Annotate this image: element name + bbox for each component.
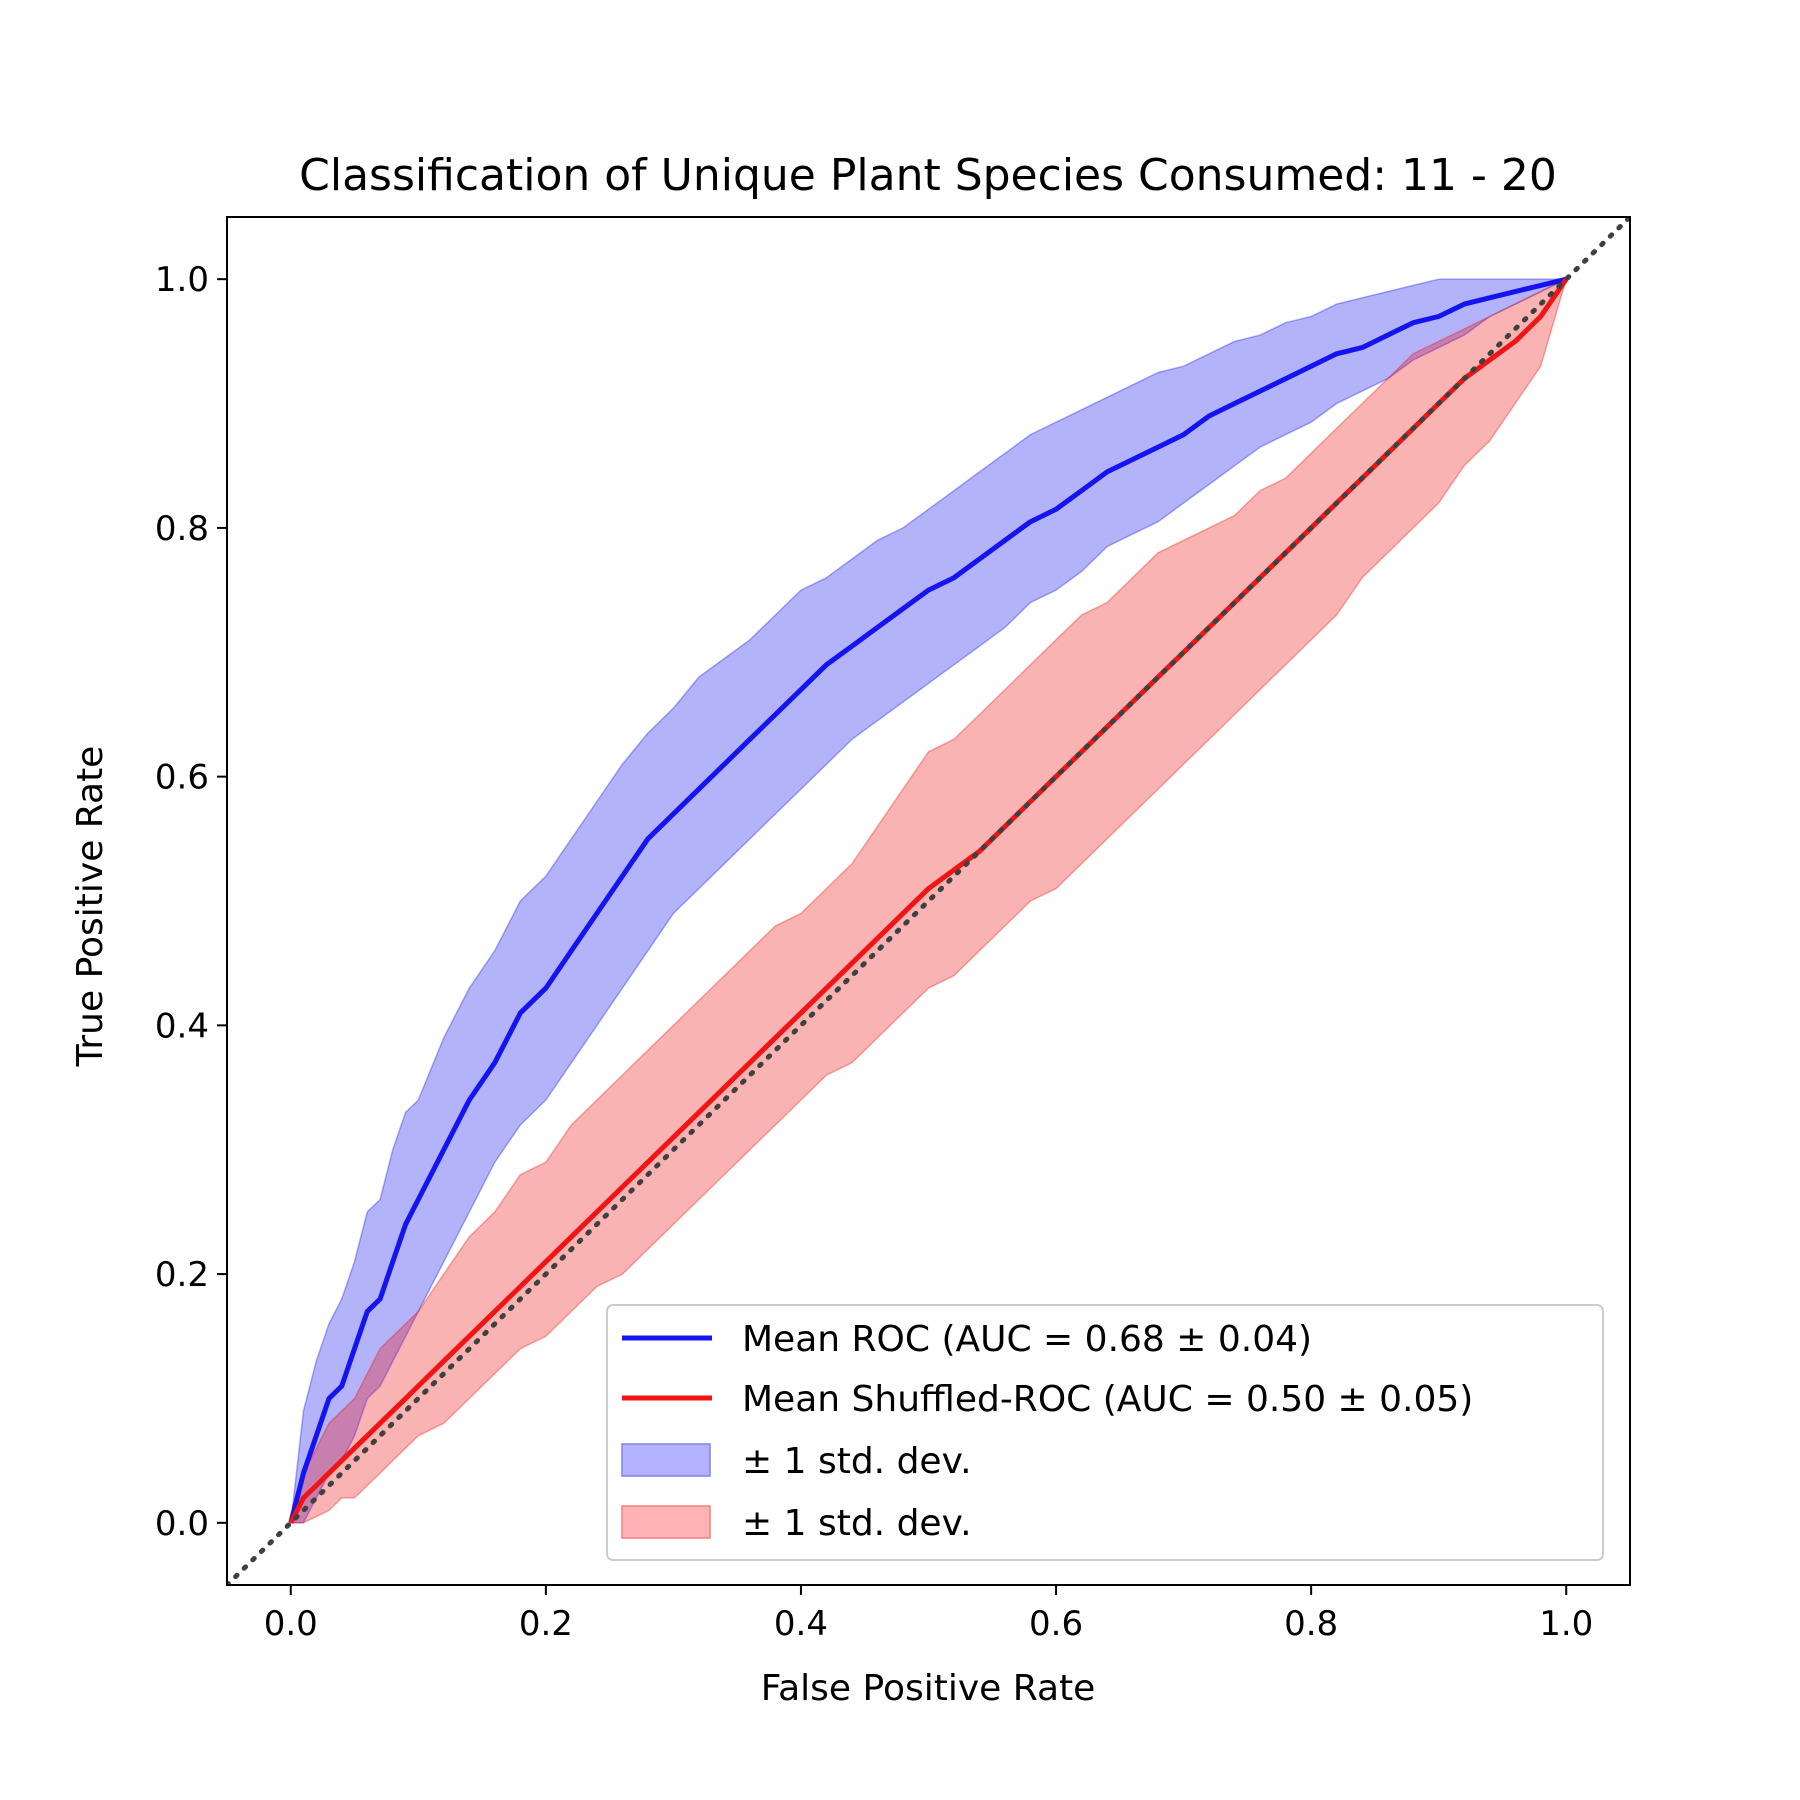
mean-shuffled-roc-line (288, 277, 1569, 1524)
y-tick-label: 0.6 (155, 758, 209, 798)
y-tick-label: 0.2 (155, 1255, 209, 1295)
legend-label: ± 1 std. dev. (742, 1503, 972, 1544)
x-axis-label: False Positive Rate (761, 1668, 1096, 1709)
plot-area: 0.0 0.2 0.4 0.6 0.8 1.0 0.0 0.2 0.4 0.6 0.8 1.0 (155, 216, 1631, 1644)
y-tick-label: 0.4 (155, 1006, 209, 1046)
x-tick-label: 0.2 (519, 1604, 573, 1644)
x-tick-label: 0.6 (1029, 1604, 1083, 1644)
legend-label: Mean Shuffled-ROC (AUC = 0.50 ± 0.05) (742, 1379, 1473, 1420)
y-tick-label: 0.0 (155, 1504, 209, 1544)
chance-diagonal-line (227, 217, 1630, 1585)
legend-label: Mean ROC (AUC = 0.68 ± 0.04) (742, 1319, 1312, 1360)
plot-frame (226, 216, 1631, 1586)
legend-patch-swatch (621, 1443, 711, 1477)
y-tick-label: 1.0 (155, 260, 209, 300)
legend-box (606, 1304, 1604, 1561)
chart-title: Classification of Unique Plant Species C… (299, 150, 1557, 201)
x-tick-label: 0.0 (264, 1604, 318, 1644)
mean-roc-line (288, 276, 1567, 1524)
plot-content (227, 217, 1630, 1585)
x-tick-label: 0.8 (1284, 1604, 1338, 1644)
legend: Mean ROC (AUC = 0.68 ± 0.04) Mean Shuffle… (606, 1304, 1604, 1561)
x-tick-label: 0.4 (774, 1604, 828, 1644)
y-axis-label: True Positive Rate (70, 746, 111, 1068)
legend-patch-swatch (621, 1505, 711, 1539)
x-tick-label: 1.0 (1539, 1604, 1593, 1644)
y-tick-label: 0.8 (155, 509, 209, 549)
legend-label: ± 1 std. dev. (742, 1441, 972, 1482)
